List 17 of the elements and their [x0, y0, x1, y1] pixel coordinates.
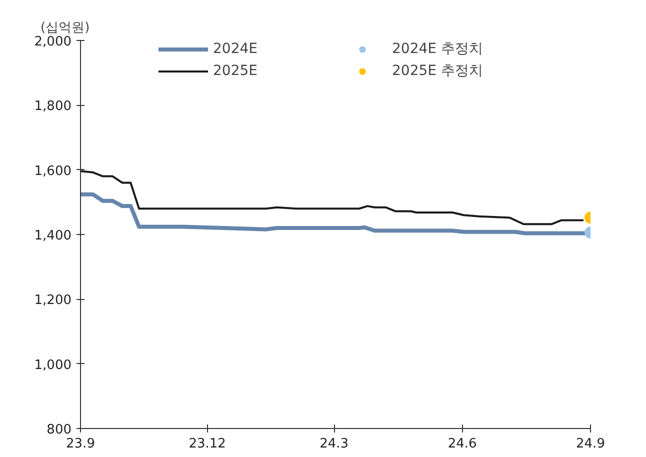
y-tick-label: 2,000	[34, 34, 72, 50]
legend-label: 2024E 추정치	[392, 40, 484, 58]
y-tick-label: 1,600	[34, 164, 72, 179]
y-tick-label: 800	[46, 422, 72, 438]
y-axis-title: (십억원)	[40, 20, 90, 36]
legend-label: 2025E 추정치	[392, 62, 484, 80]
y-tick-label: 1,000	[34, 358, 72, 373]
y-tick-label: 1,400	[34, 228, 72, 244]
y-tick-label: 1,200	[34, 293, 72, 308]
x-tick-label: 23.9	[66, 436, 95, 452]
legend-label: 2025E	[213, 63, 258, 79]
x-tick-label: 24.6	[448, 436, 477, 452]
y-tick-label: 1,800	[34, 99, 72, 114]
x-tick-label: 24.9	[576, 436, 605, 452]
legend-label: 2024E	[213, 41, 258, 57]
x-tick-label: 23.12	[188, 436, 226, 452]
x-tick-label: 24.3	[320, 436, 349, 452]
